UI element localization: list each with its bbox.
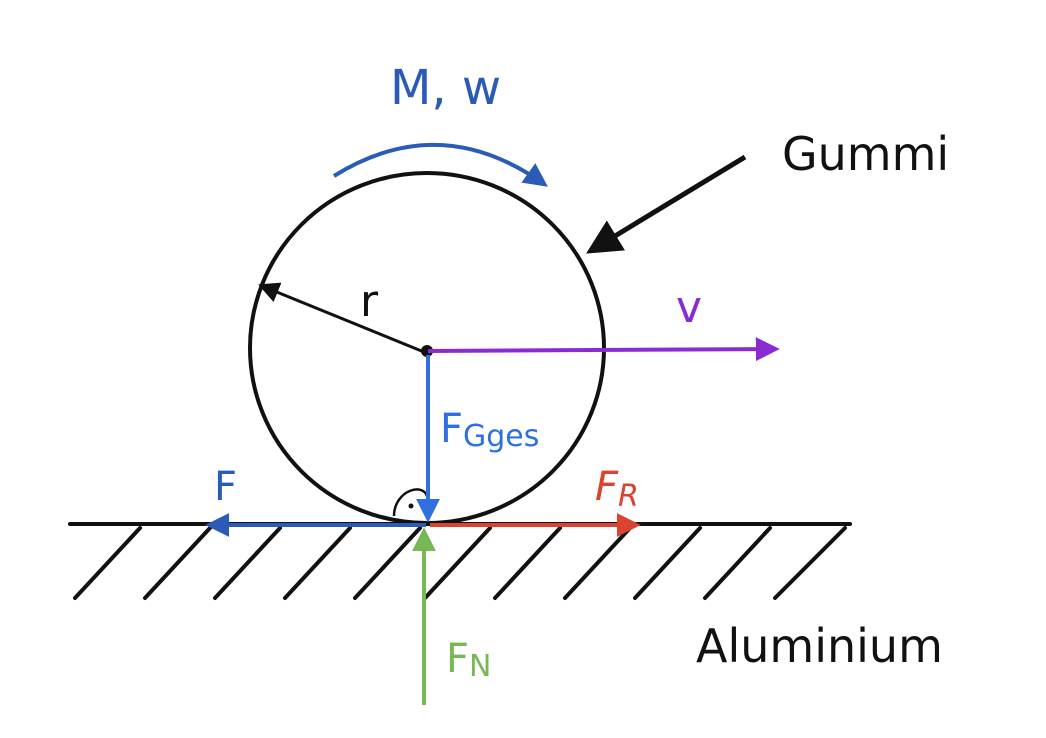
moment-arc [332, 143, 548, 187]
weight-force-symbol: F [440, 406, 463, 452]
normal-force-symbol: F [446, 636, 469, 682]
friction-force-symbol: F [595, 464, 619, 510]
radius-arrow [258, 282, 425, 354]
wheel-center-dot [421, 345, 433, 357]
friction-force-subscript: R [618, 479, 639, 514]
friction-force-label: FR [595, 464, 639, 514]
weight-force-subscript: Gges [463, 419, 539, 454]
normal-force-subscript: N [469, 649, 491, 684]
velocity-arrow [427, 337, 780, 362]
gummi-label: Gummi [782, 127, 949, 181]
velocity-label: v [676, 282, 702, 333]
right-angle-marker [392, 488, 430, 517]
gummi-pointer-arrow [586, 154, 747, 254]
moment-label: M, w [390, 60, 501, 116]
ground [68, 522, 852, 600]
weight-force-label: FGges [440, 406, 539, 454]
right-angle-dot [408, 503, 414, 509]
ground-hatching [73, 526, 847, 600]
radius-label: r [360, 276, 379, 327]
normal-force-label: FN [446, 636, 491, 684]
aluminium-label: Aluminium [696, 619, 943, 673]
applied-force-label: F [214, 464, 237, 510]
